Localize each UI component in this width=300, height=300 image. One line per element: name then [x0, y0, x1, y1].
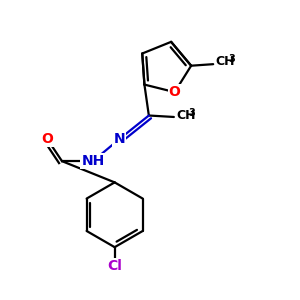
- Text: NH: NH: [81, 154, 104, 168]
- Text: 3: 3: [228, 54, 235, 64]
- Text: CH: CH: [215, 55, 235, 68]
- Text: 3: 3: [188, 108, 195, 118]
- Text: N: N: [114, 132, 125, 146]
- Text: O: O: [169, 85, 181, 99]
- Text: CH: CH: [176, 109, 195, 122]
- Text: O: O: [41, 132, 53, 146]
- Text: Cl: Cl: [107, 259, 122, 273]
